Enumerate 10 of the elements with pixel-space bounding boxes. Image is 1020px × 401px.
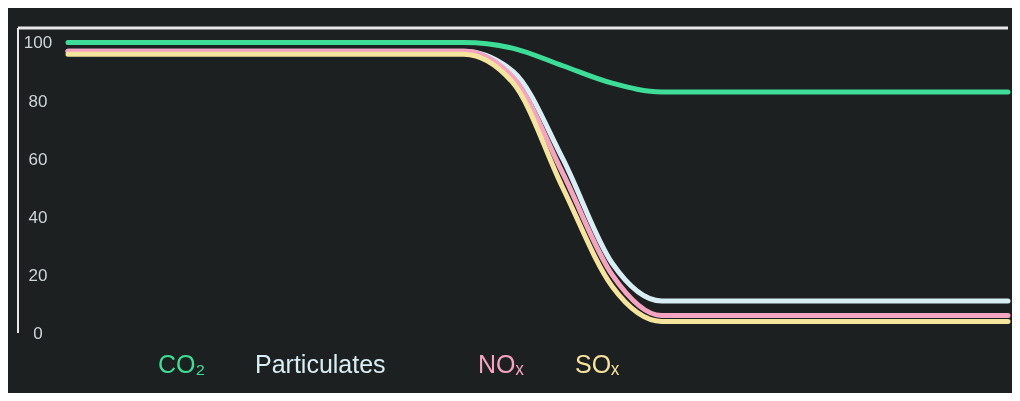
y-tick-label: 80 (28, 91, 48, 111)
y-tick-label: 40 (28, 207, 48, 227)
text: Particulates (255, 350, 386, 378)
text: CO₂ (158, 350, 206, 378)
text: NOₓ (478, 350, 525, 378)
y-tick-label: 0 (33, 323, 43, 343)
y-tick-label: 60 (28, 149, 48, 169)
series-label: SOₓ (575, 350, 621, 378)
y-tick-label: 100 (23, 33, 53, 53)
y-tick-label: 20 (28, 265, 48, 285)
